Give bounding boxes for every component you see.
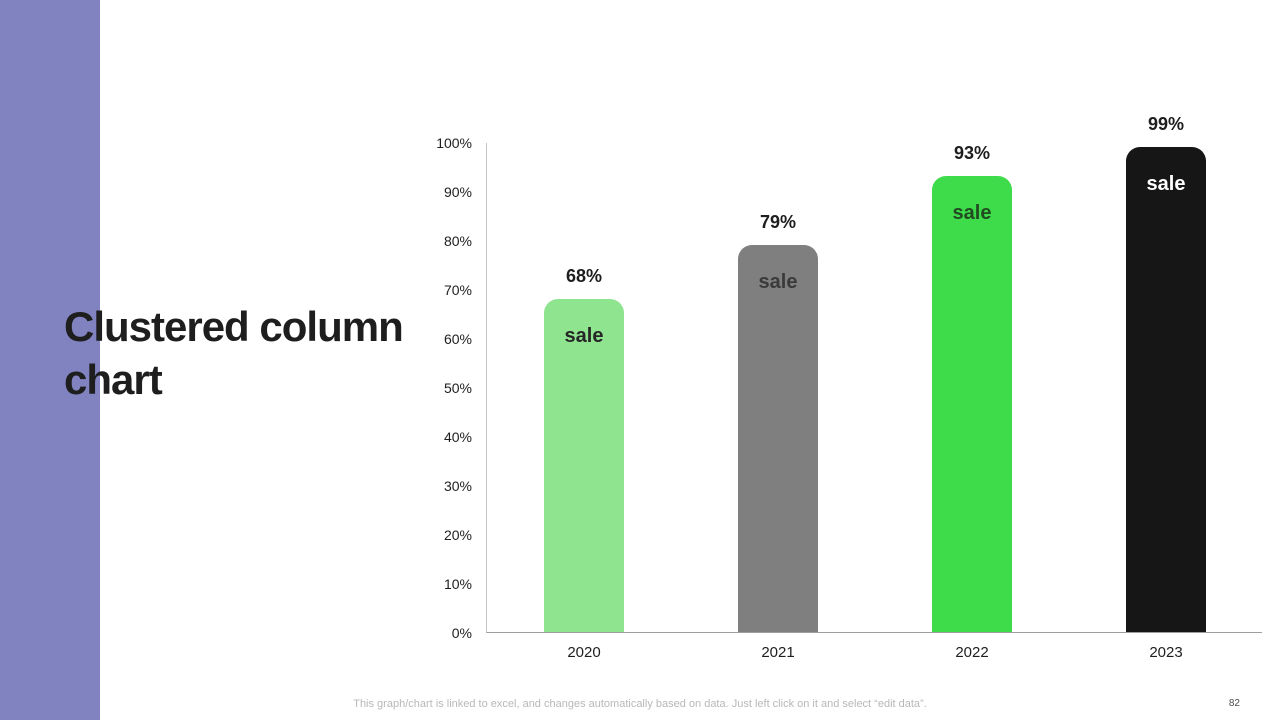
footer-note: This graph/chart is linked to excel, and… [353, 698, 927, 710]
bar-2022[interactable]: sale [932, 176, 1012, 632]
data-label: 68% [565, 265, 603, 286]
y-axis-tick-label: 0% [451, 625, 472, 641]
data-label: 99% [1147, 113, 1185, 134]
y-axis-tick-label: 60% [443, 331, 472, 347]
series-label: sale [564, 324, 604, 347]
y-axis-tick-label: 100% [436, 135, 472, 151]
y-axis-tick-label: 40% [443, 429, 472, 445]
x-axis-label: 2020 [567, 644, 601, 661]
x-axis-label: 2022 [955, 644, 989, 661]
series-label: sale [952, 202, 992, 225]
data-label: 79% [759, 211, 797, 232]
x-axis-label: 2021 [761, 644, 795, 661]
y-axis-tick-label: 30% [443, 478, 472, 494]
y-axis-tick-label: 70% [443, 282, 472, 298]
y-axis-tick-label: 20% [443, 527, 472, 543]
data-label: 93% [953, 143, 991, 164]
series-label: sale [758, 270, 798, 293]
y-axis-tick-label: 10% [443, 576, 472, 592]
bar-2021[interactable]: sale [738, 244, 818, 632]
series-label: sale [1146, 172, 1186, 195]
bar-2020[interactable]: sale [544, 298, 624, 632]
page-number: 82 [1228, 698, 1240, 709]
bar-2023[interactable]: sale [1126, 146, 1206, 632]
y-axis-tick-label: 50% [443, 380, 472, 396]
y-axis-tick-label: 90% [443, 184, 472, 200]
left-accent-bar [0, 0, 100, 720]
clustered-column-chart[interactable]: sale 68% 2020 sale 79% 2021 sale 93% 2022 sale 99%… [436, 114, 1262, 661]
y-axis-tick-label: 80% [443, 233, 472, 249]
plot-area: sale 68% 2020 sale 79% 2021 sale 93% 2022 sale 99%… [486, 114, 1262, 661]
slide-title: Clustered column chart [64, 303, 404, 404]
x-axis-label: 2023 [1149, 644, 1183, 661]
